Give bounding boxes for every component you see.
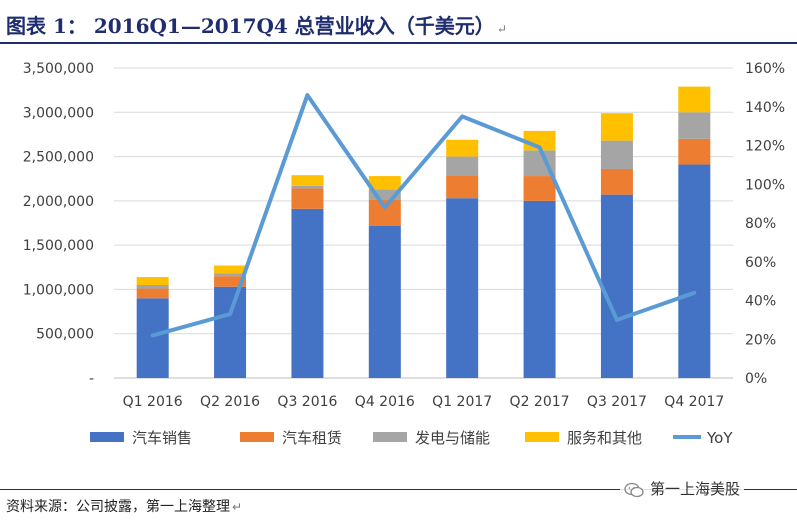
paragraph-mark: ↵ [496,22,507,36]
bar-car-sales [446,198,479,378]
watermark-text: 第一上海美股 [650,480,741,498]
y-left-tick-label: 500,000 [36,327,94,343]
y-left-tick-label: 1,000,000 [23,282,94,298]
bar-energy [446,156,479,176]
bar-car-sales [600,194,633,378]
y-left-tick-label: 3,500,000 [23,61,94,77]
y-left-tick-label: 1,500,000 [23,238,94,254]
title-bar: 图表 1： 2016Q1—2017Q4 总营业收入（千美元） ↵ [0,0,797,44]
bar-car-leasing [368,199,401,226]
yoy-line [150,93,697,338]
bar-energy [136,285,169,289]
bar-car-sales [291,208,324,378]
y-right-tick-label: 120% [745,139,785,155]
bar-car-leasing [523,176,556,201]
y-right-tick-label: 60% [745,255,776,271]
bar-services [446,139,479,157]
chart-title-text: 图表 1： 2016Q1—2017Q4 总营业收入（千美元） [6,14,495,38]
bar-car-sales [368,225,401,378]
combo-chart: - 500,000 1,000,000 1,500,000 2,000,000 2,500… [23,61,785,447]
bar-services [368,176,401,190]
x-tick-label: Q3 2016 [277,394,337,410]
wechat-icon [624,482,644,497]
bar-energy [214,273,247,277]
bar-car-leasing [446,175,479,199]
bar-car-sales [136,298,169,378]
legend-swatch-services [525,432,559,442]
x-tick-label: Q1 2016 [123,394,183,410]
legend-label: YoY [706,429,733,447]
legend-swatch-car-leasing [240,432,274,442]
bar-services [214,265,247,274]
y-left-tick-label: - [89,371,94,387]
bar-car-sales [214,286,247,378]
legend-swatch-energy [373,432,407,442]
legend-label: 发电与储能 [415,429,490,447]
y-left-tick-label: 2,000,000 [23,194,94,210]
legend-label: 汽车租赁 [282,429,342,447]
bar-energy [291,185,324,189]
legend-label: 汽车销售 [132,429,192,447]
y-left-tick-label: 3,000,000 [23,105,94,121]
y-right-tick-label: 140% [745,100,785,116]
bar-services [136,277,169,285]
y-left-tick-label: 2,500,000 [23,150,94,166]
x-tick-label: Q2 2017 [510,394,570,410]
x-tick-label: Q4 2017 [664,394,724,410]
bar-energy [678,112,711,139]
footer-divider [0,489,797,490]
legend-label: 服务和其他 [567,429,642,447]
y-right-tick-label: 80% [745,216,776,232]
bar-car-leasing [600,168,633,195]
bar-car-sales [523,200,556,378]
bar-car-leasing [291,188,324,209]
y-right-tick-label: 20% [745,332,776,348]
y-right-tick-label: 0% [745,371,767,387]
bar-energy [368,189,401,200]
legend-swatch-car-sales [90,432,124,442]
y-right-tick-label: 100% [745,177,785,193]
bar-services [678,86,711,113]
bar-services [600,113,633,141]
bar-car-leasing [214,276,247,287]
x-tick-label: Q4 2016 [355,394,415,410]
chart-title: 图表 1： 2016Q1—2017Q4 总营业收入（千美元） ↵ [6,10,507,39]
y-right-tick-label: 160% [745,61,785,77]
source-paragraph-mark: ↵ [232,500,243,514]
bar-car-leasing [678,138,711,165]
x-tick-label: Q2 2016 [200,394,260,410]
bar-services [291,175,324,186]
bar-car-sales [678,164,711,378]
bar-energy [600,140,633,169]
bar-car-leasing [136,288,169,299]
x-tick-label: Q1 2017 [432,394,492,410]
y-right-tick-label: 40% [745,294,776,310]
watermark: 第一上海美股 [620,476,745,501]
source-note-text: 资料来源：公司披露，第一上海整理 [6,499,230,515]
source-note: 资料来源：公司披露，第一上海整理 ↵ [6,496,242,516]
x-tick-label: Q3 2017 [587,394,647,410]
